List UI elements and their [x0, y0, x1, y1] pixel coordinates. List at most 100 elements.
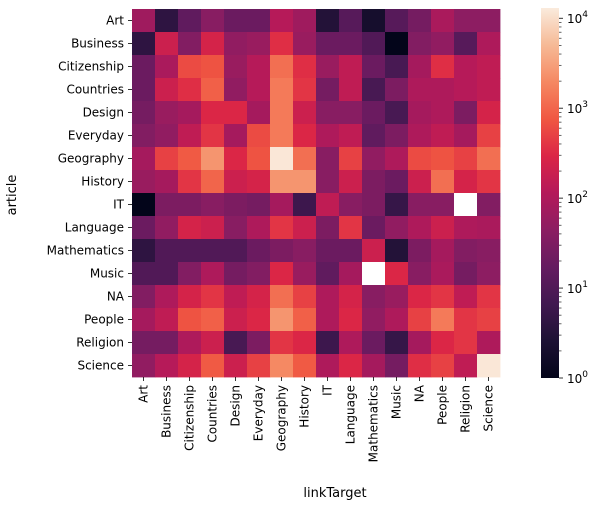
heatmap-cell: [454, 308, 478, 332]
x-tick-label: Art: [137, 385, 151, 403]
heatmap-cell: [155, 239, 179, 263]
heatmap-cell: [454, 101, 478, 125]
x-tick-label: Everyday: [252, 385, 266, 441]
heatmap-cell: [293, 78, 317, 102]
heatmap-cell: [224, 9, 248, 33]
heatmap-cell: [201, 262, 225, 286]
heatmap-cell: [431, 32, 455, 56]
heatmap-cell: [454, 285, 478, 309]
x-tick-label: Countries: [206, 385, 220, 443]
heatmap-cell: [178, 78, 202, 102]
heatmap-cell: [293, 55, 317, 79]
x-tick-label: Citizenship: [183, 385, 197, 451]
colorbar-tick-label: 104: [567, 10, 588, 26]
y-tick-label: NA: [107, 290, 125, 304]
heatmap-cell: [201, 170, 225, 194]
y-tick-label: Religion: [76, 336, 124, 350]
heatmap-cell: [316, 262, 340, 286]
x-tick-label: NA: [413, 384, 427, 402]
heatmap-cell: [270, 193, 294, 217]
heatmap-cell: [362, 124, 386, 148]
heatmap-cell: [454, 193, 478, 217]
heatmap-cell: [316, 193, 340, 217]
heatmap-cell: [132, 285, 156, 309]
heatmap-cell: [247, 9, 271, 33]
heatmap-cell: [224, 308, 248, 332]
heatmap-cell: [362, 147, 386, 171]
heatmap-cell: [431, 78, 455, 102]
heatmap-cell: [224, 216, 248, 240]
heatmap-cell: [454, 170, 478, 194]
heatmap-cell: [270, 124, 294, 148]
heatmap-cell: [454, 354, 478, 378]
heatmap-cell: [362, 331, 386, 355]
colorbar-gradient: [541, 8, 559, 378]
heatmap-cell: [247, 124, 271, 148]
colorbar: 100 101 102 103 104: [541, 8, 588, 386]
heatmap-cell: [339, 55, 363, 79]
heatmap-cell: [339, 216, 363, 240]
heatmap-cell: [178, 9, 202, 33]
heatmap-cell: [454, 147, 478, 171]
heatmap-cell: [270, 9, 294, 33]
heatmap-cell: [339, 354, 363, 378]
heatmap-cell: [408, 285, 432, 309]
heatmap-cell: [362, 32, 386, 56]
heatmap-cell: [178, 55, 202, 79]
heatmap-cell: [339, 124, 363, 148]
heatmap-cell: [293, 147, 317, 171]
heatmap-cell: [339, 147, 363, 171]
heatmap-cell: [293, 262, 317, 286]
heatmap-cell: [385, 331, 409, 355]
heatmap-cell: [270, 170, 294, 194]
heatmap-cell: [224, 32, 248, 56]
heatmap-cell: [201, 239, 225, 263]
heatmap-cell: [178, 262, 202, 286]
heatmap-cell: [155, 193, 179, 217]
heatmap-cell: [431, 193, 455, 217]
heatmap-cell: [339, 285, 363, 309]
heatmap-cell: [408, 308, 432, 332]
heatmap-cell: [224, 55, 248, 79]
heatmap-cell: [293, 354, 317, 378]
heatmap-cell: [132, 308, 156, 332]
heatmap-cell: [247, 101, 271, 125]
heatmap-cell: [431, 147, 455, 171]
heatmap-cell: [316, 124, 340, 148]
heatmap-cell: [339, 193, 363, 217]
heatmap-cell: [270, 101, 294, 125]
heatmap-cell: [132, 216, 156, 240]
y-tick-label: Business: [71, 37, 124, 51]
heatmap-cell: [385, 124, 409, 148]
heatmap-cell: [477, 285, 501, 309]
heatmap-cell: [201, 216, 225, 240]
heatmap-cell: [224, 239, 248, 263]
heatmap-cell: [431, 308, 455, 332]
heatmap-cell: [247, 78, 271, 102]
heatmap-cell: [132, 147, 156, 171]
heatmap-cell: [385, 262, 409, 286]
heatmap-cell: [270, 78, 294, 102]
heatmap-cell: [431, 354, 455, 378]
heatmap-cell: [178, 239, 202, 263]
heatmap-cell: [293, 216, 317, 240]
heatmap-cell: [431, 170, 455, 194]
heatmap-cell: [155, 78, 179, 102]
x-axis-ticks: Art Business Citizenship Countries Design Eve…: [137, 377, 496, 462]
heatmap-cell: [431, 55, 455, 79]
heatmap-cell: [477, 170, 501, 194]
heatmap-cell: [293, 331, 317, 355]
heatmap-cell: [316, 239, 340, 263]
colorbar-tick-label: 103: [567, 100, 588, 116]
heatmap-cell: [132, 239, 156, 263]
heatmap-cell: [477, 239, 501, 263]
heatmap-cell: [316, 32, 340, 56]
heatmap-cell: [247, 216, 271, 240]
heatmap-cell: [224, 170, 248, 194]
x-tick-label: People: [436, 385, 450, 425]
heatmap-cell: [477, 55, 501, 79]
heatmap-cell: [316, 78, 340, 102]
heatmap-cell: [178, 32, 202, 56]
heatmap-cell: [408, 170, 432, 194]
